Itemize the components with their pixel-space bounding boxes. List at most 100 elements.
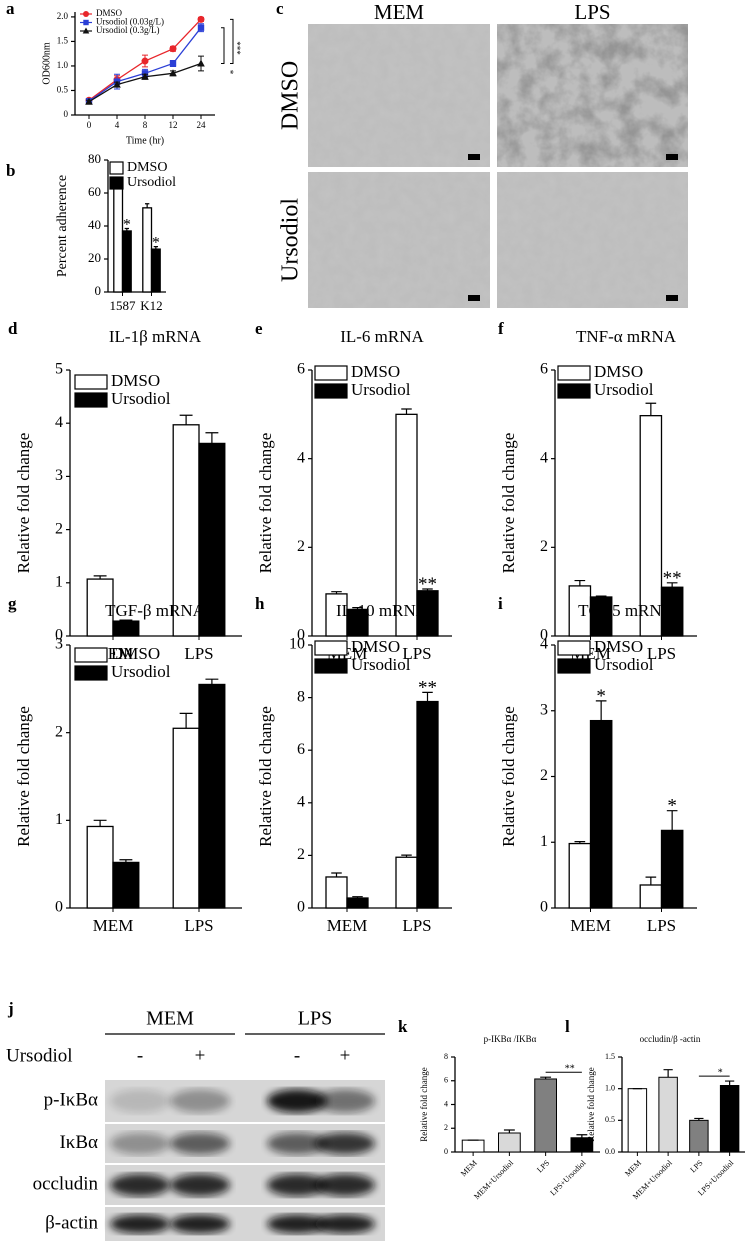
blot-band xyxy=(267,1214,327,1234)
y-tick-label: 5 xyxy=(55,361,63,378)
x-tick-label: 4 xyxy=(115,120,120,130)
bar xyxy=(660,829,684,909)
panel-letter: c xyxy=(276,0,284,18)
error-bar xyxy=(179,712,193,729)
y-tick-label: 2 xyxy=(55,723,63,740)
panel-letter: j xyxy=(7,999,14,1018)
error-bar xyxy=(725,1080,735,1086)
y-tick-label: 10 xyxy=(289,636,305,653)
y-tick-label: 1.0 xyxy=(605,1083,615,1092)
error-bar xyxy=(205,678,219,685)
scale-bar xyxy=(666,295,678,301)
y-tick-label: 0 xyxy=(64,109,69,119)
x-tick-label: MEM xyxy=(93,916,134,935)
panel-letter: f xyxy=(498,319,504,338)
treatment-sign: + xyxy=(340,1045,351,1066)
chart-title: TNF-α mRNA xyxy=(576,327,677,346)
x-tick-label: LPS xyxy=(402,916,431,935)
panel-letter: h xyxy=(255,594,265,613)
bar xyxy=(658,1076,678,1153)
bar xyxy=(639,884,663,909)
legend-label: DMSO xyxy=(594,362,643,381)
micrograph-texture xyxy=(308,24,490,167)
error-bar xyxy=(401,408,412,415)
blot-band xyxy=(315,1132,375,1155)
bar xyxy=(112,861,140,909)
y-axis-label: Relative fold change xyxy=(499,433,518,574)
x-tick-label: MEM xyxy=(459,1158,479,1178)
scale-bar xyxy=(666,154,678,160)
legend-swatch xyxy=(314,658,348,674)
y-axis-label: Relative fold change xyxy=(256,433,275,574)
y-axis-label: OD600nm xyxy=(41,42,52,84)
error-bar xyxy=(93,819,107,827)
x-tick-label: LPS xyxy=(647,916,676,935)
blot-band xyxy=(170,1089,230,1113)
x-tick-label: MEM xyxy=(327,916,368,935)
blot-band xyxy=(315,1214,375,1234)
y-axis-label: Relative fold change xyxy=(586,1067,596,1141)
x-tick-label: MEM xyxy=(623,1158,643,1178)
error-bar xyxy=(205,432,219,444)
chart-title: TGR5 mRNA xyxy=(578,601,675,620)
y-axis-label: Relative fold change xyxy=(499,706,518,847)
treatment-label: Ursodiol xyxy=(6,1045,73,1066)
y-axis-label: Relative fold change xyxy=(419,1067,429,1141)
y-tick-label: 1 xyxy=(55,573,63,590)
panel-letter: g xyxy=(8,594,17,613)
point xyxy=(197,24,205,31)
legend-label: Ursodiol xyxy=(127,175,176,190)
blot-band xyxy=(170,1132,230,1155)
legend-swatch xyxy=(557,383,591,399)
micrograph-texture xyxy=(497,172,688,308)
y-tick-label: 2 xyxy=(55,520,63,537)
y-axis-label: Relative fold change xyxy=(14,706,33,847)
bar xyxy=(346,897,369,909)
x-tick-label: LPS xyxy=(402,644,431,663)
y-tick-label: 4 xyxy=(297,793,305,810)
blot-band xyxy=(267,1089,327,1113)
x-axis-label: Time (hr) xyxy=(126,135,164,146)
legend-swatch xyxy=(314,365,348,381)
bar xyxy=(589,596,613,637)
treatment-sign: + xyxy=(195,1045,206,1066)
x-tick-label: LPS xyxy=(688,1158,704,1174)
y-tick-label: 6 xyxy=(540,361,548,378)
error-bar xyxy=(422,691,433,702)
bar xyxy=(568,842,592,909)
chart-title: IL-6 mRNA xyxy=(340,327,424,346)
error-bar xyxy=(179,414,193,425)
micrograph-texture xyxy=(308,172,490,308)
y-tick-label: 4 xyxy=(540,636,548,653)
error-bar xyxy=(663,1069,673,1078)
row-label: DMSO xyxy=(278,61,304,130)
y-axis-label: Percent adherence xyxy=(55,175,70,277)
point xyxy=(141,57,149,65)
point xyxy=(169,69,177,77)
point xyxy=(169,45,177,53)
legend-label: DMSO xyxy=(594,637,643,656)
annotation: ** xyxy=(418,574,437,595)
annotation: ** xyxy=(663,568,682,589)
y-tick-label: 6 xyxy=(297,361,305,378)
blot-band xyxy=(170,1173,230,1197)
y-tick-label: 0.5 xyxy=(605,1115,615,1124)
point xyxy=(197,59,205,67)
y-tick-label: 3 xyxy=(55,467,63,484)
bar xyxy=(121,230,132,293)
y-tick-label: 1 xyxy=(55,811,63,828)
y-tick-label: 4 xyxy=(297,449,305,466)
panel-letter: i xyxy=(498,594,503,613)
y-tick-label: 1.0 xyxy=(57,60,69,70)
y-tick-label: 1.5 xyxy=(605,1052,615,1061)
blot-band xyxy=(267,1132,327,1155)
bar xyxy=(346,608,369,637)
y-tick-label: 1 xyxy=(540,833,548,850)
y-axis-label: Relative fold change xyxy=(256,706,275,847)
panel-letter: l xyxy=(565,1017,570,1036)
error-bar xyxy=(576,1134,588,1138)
x-tick-label: LPS xyxy=(535,1158,551,1174)
annotation: * xyxy=(152,234,160,251)
bar xyxy=(142,207,153,293)
bar xyxy=(198,683,226,909)
